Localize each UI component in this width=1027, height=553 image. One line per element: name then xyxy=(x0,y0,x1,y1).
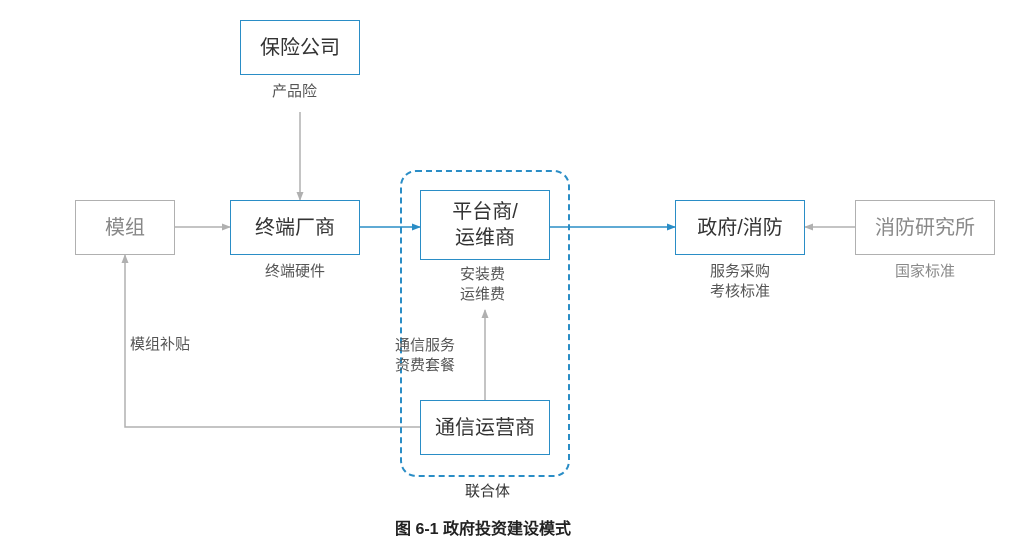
label-lbl_terminal: 终端硬件 xyxy=(265,262,325,282)
node-platform: 平台商/ 运维商 xyxy=(420,190,550,260)
consortium-group-label: 联合体 xyxy=(465,482,510,502)
label-lbl_insurance: 产品险 xyxy=(272,82,317,102)
node-institute: 消防研究所 xyxy=(855,200,995,255)
label-lbl_subsidy: 模组补贴 xyxy=(130,335,190,355)
label-lbl_gov: 服务采购 考核标准 xyxy=(710,262,770,301)
label-lbl_telecom: 通信服务 资费套餐 xyxy=(395,336,455,375)
label-lbl_institute: 国家标准 xyxy=(895,262,955,282)
node-gov: 政府/消防 xyxy=(675,200,805,255)
diagram-canvas: 联合体 保险公司模组终端厂商 平台商/ 运维商 政府/消防消防研究所通信运营商 产品… xyxy=(0,0,1027,553)
label-lbl_platform: 安装费 运维费 xyxy=(460,265,505,304)
figure-caption: 图 6-1 政府投资建设模式 xyxy=(395,515,571,539)
node-telecom: 通信运营商 xyxy=(420,400,550,455)
node-module: 模组 xyxy=(75,200,175,255)
node-insurance: 保险公司 xyxy=(240,20,360,75)
node-terminal: 终端厂商 xyxy=(230,200,360,255)
